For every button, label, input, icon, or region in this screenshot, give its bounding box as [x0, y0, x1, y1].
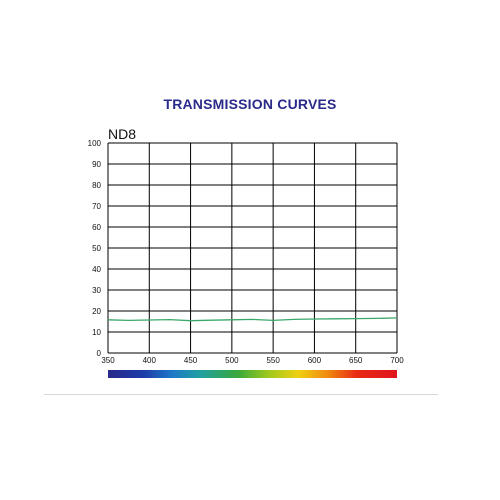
chart-title: TRANSMISSION CURVES	[163, 96, 337, 112]
x-tick-label: 450	[184, 356, 198, 365]
y-tick-label: 100	[88, 139, 102, 148]
y-tick-label: 80	[92, 181, 101, 190]
x-tick-label: 350	[101, 356, 115, 365]
x-tick-label: 500	[225, 356, 239, 365]
y-tick-label: 0	[97, 349, 102, 358]
y-tick-label: 10	[92, 328, 101, 337]
y-tick-label: 20	[92, 307, 101, 316]
y-tick-label: 30	[92, 286, 101, 295]
x-tick-label: 550	[266, 356, 280, 365]
y-tick-label: 40	[92, 265, 101, 274]
y-tick-label: 70	[92, 202, 101, 211]
y-tick-label: 50	[92, 244, 101, 253]
chart-subtitle: ND8	[108, 126, 137, 142]
transmission-curve	[107, 317, 398, 322]
y-axis-ticks: 0 10 20 30 40 50 60 70 80 90 100	[88, 139, 102, 358]
x-tick-label: 600	[308, 356, 322, 365]
visible-spectrum-bar	[108, 370, 397, 378]
series-group	[107, 317, 398, 322]
grid	[107, 142, 398, 354]
x-tick-label: 400	[143, 356, 157, 365]
x-axis-ticks: 350 400 450 500 550 600 650 700	[101, 356, 404, 365]
x-tick-label: 700	[390, 356, 404, 365]
y-tick-label: 90	[92, 160, 101, 169]
x-tick-label: 650	[349, 356, 363, 365]
y-tick-label: 60	[92, 223, 101, 232]
footer-divider	[44, 394, 438, 395]
